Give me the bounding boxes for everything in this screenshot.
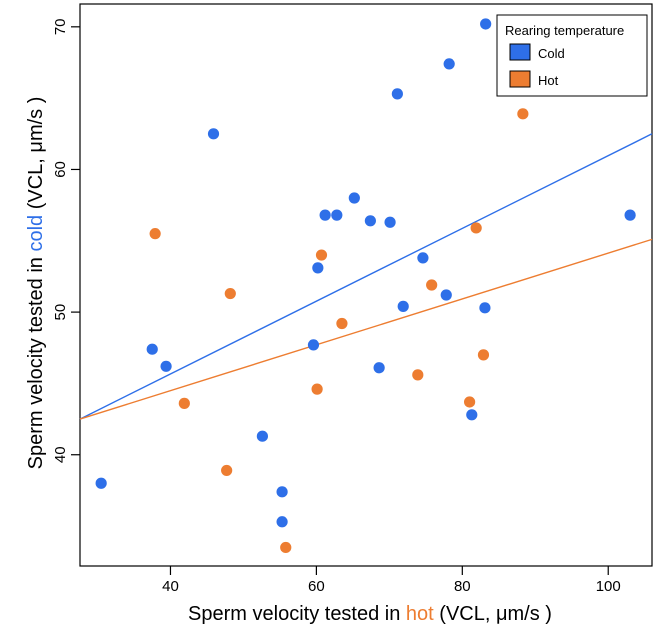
point-cold	[397, 300, 409, 312]
point-cold	[391, 88, 403, 100]
point-cold	[417, 252, 429, 264]
legend-swatch-hot	[509, 70, 531, 88]
point-cold	[373, 362, 385, 374]
point-hot	[426, 279, 438, 291]
point-hot	[412, 369, 424, 381]
point-hot	[224, 287, 236, 300]
point-cold	[256, 430, 268, 442]
y-tick-label: 50	[52, 304, 69, 321]
point-cold	[319, 209, 331, 221]
y-axis-label-highlight: cold	[25, 215, 47, 252]
point-cold	[146, 343, 158, 355]
y-tick-label: 40	[52, 446, 69, 463]
y-axis-label-suffix: (VCL, μm/s )	[25, 97, 47, 215]
x-axis-label-suffix: (VCL, μm/s )	[434, 603, 552, 625]
point-hot	[470, 222, 482, 234]
point-hot	[221, 464, 233, 477]
x-tick-label: 40	[162, 578, 179, 595]
legend-label-hot: Hot	[538, 73, 559, 88]
point-hot	[477, 349, 490, 361]
point-cold	[624, 209, 636, 221]
x-axis-label: Sperm velocity tested in hot (VCL, μm/s …	[188, 603, 552, 625]
point-cold	[466, 409, 478, 421]
point-hot	[311, 383, 323, 395]
data-points	[95, 18, 636, 554]
legend-label-cold: Cold	[538, 46, 565, 61]
plot-frame	[79, 3, 653, 567]
x-tick-label: 60	[308, 578, 325, 595]
point-hot	[464, 396, 476, 408]
x-axis-ticks: 40 60 80 100	[162, 566, 621, 595]
legend-title: Rearing temperature	[505, 23, 624, 38]
y-axis-label: Sperm velocity tested in cold (VCL, μm/s…	[25, 97, 47, 470]
point-hot	[149, 228, 161, 240]
point-cold	[312, 262, 324, 274]
point-cold	[276, 516, 288, 528]
point-cold	[364, 215, 376, 227]
y-axis-ticks: 40 50 60 70	[52, 18, 80, 463]
legend: Rearing temperature Cold Hot	[496, 14, 648, 97]
point-hot	[178, 397, 190, 409]
fit-line-hot	[79, 238, 653, 420]
point-cold	[480, 18, 492, 30]
fit-line-cold	[79, 133, 653, 420]
point-cold	[384, 216, 396, 228]
x-axis-label-prefix: Sperm velocity tested in	[188, 603, 406, 625]
point-cold	[307, 339, 320, 351]
point-cold	[207, 128, 220, 140]
legend-swatch-cold	[509, 43, 531, 61]
point-cold	[440, 289, 452, 301]
y-axis-label-prefix: Sperm velocity tested in	[25, 252, 47, 470]
point-hot	[315, 249, 328, 261]
point-hot	[517, 108, 529, 120]
point-cold	[160, 360, 172, 372]
x-tick-label: 80	[454, 578, 471, 595]
point-cold	[479, 302, 491, 314]
point-cold	[276, 486, 288, 498]
point-cold	[443, 58, 455, 70]
regression-lines	[79, 133, 653, 420]
point-cold	[348, 192, 360, 204]
x-tick-label: 100	[596, 578, 621, 595]
point-cold	[331, 209, 343, 221]
point-cold	[95, 477, 107, 489]
x-axis-label-highlight: hot	[406, 603, 434, 625]
point-hot	[336, 317, 348, 330]
y-tick-label: 60	[52, 161, 69, 178]
point-hot	[280, 541, 292, 554]
y-tick-label: 70	[52, 18, 69, 35]
